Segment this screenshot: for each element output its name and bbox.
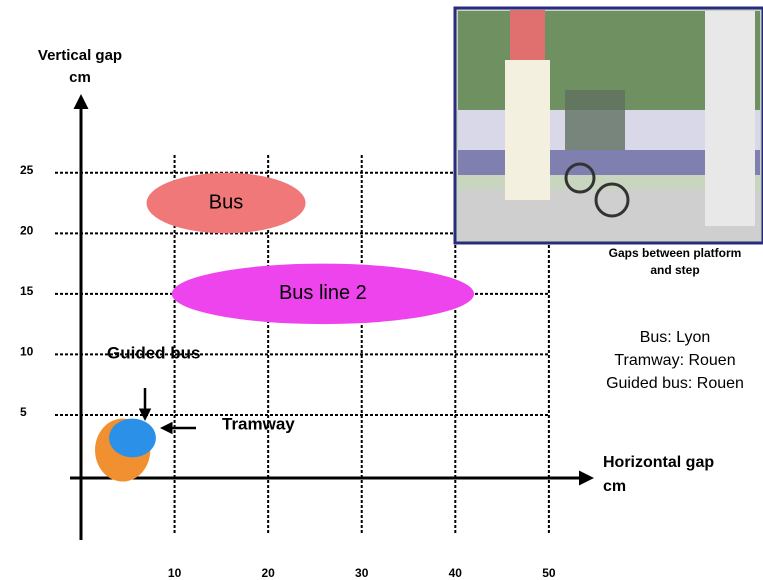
photo-caption: and step (650, 263, 699, 277)
region-label: Bus (209, 191, 243, 213)
y-label: Vertical gap (38, 47, 122, 64)
y-tick-label: 10 (20, 345, 34, 359)
y-tick-label: 20 (20, 223, 34, 237)
y-tick-label: 25 (20, 163, 34, 177)
range-region (146, 172, 306, 234)
photo-caption: Gaps between platform (609, 246, 742, 260)
y-tick-label: 5 (20, 405, 27, 419)
note: Bus: Lyon (640, 329, 711, 346)
x-tick-label: 50 (542, 566, 556, 580)
range-region (171, 263, 475, 325)
region-label: Bus line 2 (279, 282, 367, 304)
annotation: Guided bus (107, 343, 201, 362)
annotation: Tramway (222, 414, 295, 433)
x-tick-label: 40 (449, 566, 463, 580)
x-tick-label: 20 (261, 566, 275, 580)
y-tick-label: 15 (20, 284, 34, 298)
note: Tramway: Rouen (614, 352, 735, 369)
x-tick-label: 10 (168, 566, 182, 580)
range-region (109, 418, 156, 458)
y-label: cm (69, 69, 91, 86)
note: Guided bus: Rouen (606, 375, 744, 392)
photo (453, 6, 763, 245)
x-tick-label: 30 (355, 566, 369, 580)
x-label: Horizontal gap (603, 454, 714, 471)
x-label: cm (603, 478, 626, 495)
